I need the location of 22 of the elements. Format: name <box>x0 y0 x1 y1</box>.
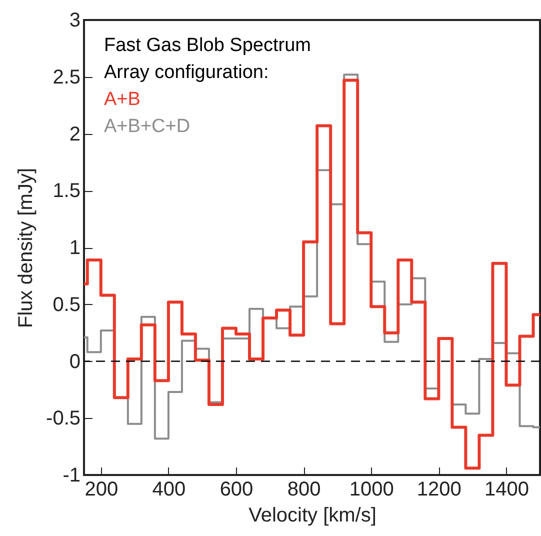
y-tick-label: 3 <box>69 10 80 32</box>
y-tick-label: 0 <box>69 350 80 373</box>
x-tick-label: 600 <box>220 478 254 500</box>
text: Fast Gas Blob Spectrum <box>104 35 311 56</box>
y-tick-label: 1.5 <box>52 180 80 202</box>
x-tick-label: 800 <box>287 478 321 500</box>
legend-title: Array configuration: <box>104 62 269 83</box>
y-tick-label: 2 <box>69 123 80 146</box>
y-tick-label: -1 <box>62 464 80 486</box>
y-axis-title: Flux density [mJy] <box>15 168 38 328</box>
y-tick-label: 2.5 <box>52 66 80 88</box>
x-tick-label: 1200 <box>416 478 462 500</box>
x-tick-label: 1400 <box>484 478 529 500</box>
y-tick-label: 1 <box>69 237 80 259</box>
text: A+B <box>104 89 140 110</box>
y-tick-label: -0.5 <box>46 408 80 430</box>
y-tick-label: 0.5 <box>52 294 80 316</box>
x-tick-label: 200 <box>84 478 118 500</box>
x-tick-label: 400 <box>152 478 186 500</box>
text: A+B+C+D <box>104 116 190 137</box>
x-tick-label: 1000 <box>349 478 394 500</box>
x-axis-title: Velocity [km/s] <box>248 504 376 526</box>
